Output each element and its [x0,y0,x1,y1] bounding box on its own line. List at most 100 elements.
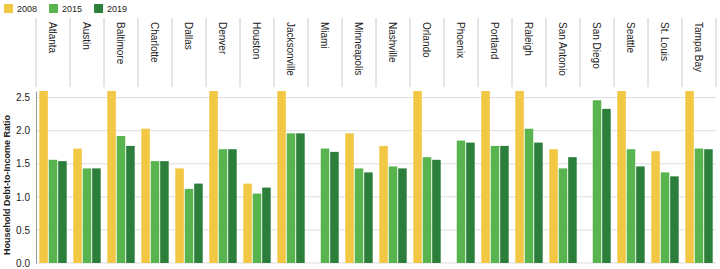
bar [243,184,252,263]
bar [185,189,194,263]
bar [160,161,169,263]
bar [695,149,704,263]
legend: 2008 2015 2019 [4,4,127,14]
bar [58,161,67,263]
bar [151,161,160,263]
bar [568,157,577,263]
category-label: Miami [319,22,330,49]
bar [330,152,339,263]
tick-label: 1.0 [16,192,30,203]
grid-line [36,263,716,264]
category-label: Atlanta [47,22,58,54]
chart: AtlantaAustinBaltimoreCharlotteDallasDen… [0,0,720,269]
legend-swatch [4,4,13,13]
grid-line [36,229,716,230]
tick-label: 1.5 [16,158,30,169]
bar [379,146,388,263]
category-label: Houston [251,22,262,59]
bar [262,188,271,263]
separator [240,18,241,87]
bar [559,168,568,263]
bar [466,143,475,263]
separator [342,18,343,87]
bar [481,91,490,263]
separator [172,18,173,87]
tick: 1.5 [16,158,36,169]
category-label: Portland [489,22,500,59]
category-label: Nashville [387,22,398,63]
bar [73,149,82,263]
separator [546,18,547,87]
separator [478,18,479,87]
separator [580,18,581,87]
category-label: Minneapolis [353,22,364,75]
tick: 1.0 [16,192,36,203]
category-label: Seattle [625,22,636,54]
category-label: Tampa Bay [693,22,704,72]
separator [70,18,71,87]
bar [107,91,116,263]
bar [345,133,354,263]
legend-label: 2019 [107,4,127,14]
bar [515,91,524,263]
bar [398,168,407,263]
legend-item: 2015 [49,4,82,14]
grid-line [36,97,716,98]
separator [376,18,377,87]
bar [602,109,611,263]
category-label: Austin [81,22,92,50]
bar [525,129,534,263]
bar [175,168,184,263]
tick-label: 2.5 [16,92,30,103]
bar [39,91,48,263]
separator [274,18,275,87]
y-axis-title: Household Debt-to-Income Ratio [2,115,12,255]
category-label: St. Louis [659,22,670,61]
grid [36,98,716,263]
bar [423,157,432,263]
grid-line [36,163,716,164]
category-label: Dallas [183,22,194,50]
bar [549,149,558,263]
legend-label: 2015 [62,4,82,14]
bar [92,168,101,263]
separator [138,18,139,87]
legend-label: 2008 [17,4,37,14]
category-label: Jacksonville [285,22,296,76]
bar [126,146,135,263]
bar [432,160,441,263]
separator [716,18,717,87]
tick-label: 0.0 [16,258,30,269]
category-label: Phoenix [455,22,466,58]
separator [104,18,105,87]
category-label: Raleigh [523,22,534,56]
category-label: Charlotte [149,22,160,63]
bar [534,143,543,263]
legend-swatch [49,4,58,13]
category-label: Orlando [421,22,432,58]
separator [648,18,649,87]
bar [661,172,670,263]
separator [206,18,207,87]
tick: 0.0 [16,258,36,269]
bar [491,146,500,263]
bar [364,172,373,263]
grid-line [36,130,716,131]
bar [219,149,228,263]
tick: 2.0 [16,125,36,136]
series [39,91,694,263]
category-labels: AtlantaAustinBaltimoreCharlotteDallasDen… [47,22,704,76]
separator [444,18,445,87]
column-separators [36,18,716,87]
bar [389,166,398,263]
separator [682,18,683,87]
category-label: San Diego [591,22,602,69]
bar [49,160,58,263]
category-label: San Antonio [557,22,568,76]
separator [512,18,513,87]
bar [627,149,636,263]
bar [83,168,92,263]
tick-label: 2.0 [16,125,30,136]
bars [39,91,712,263]
series [49,100,704,263]
